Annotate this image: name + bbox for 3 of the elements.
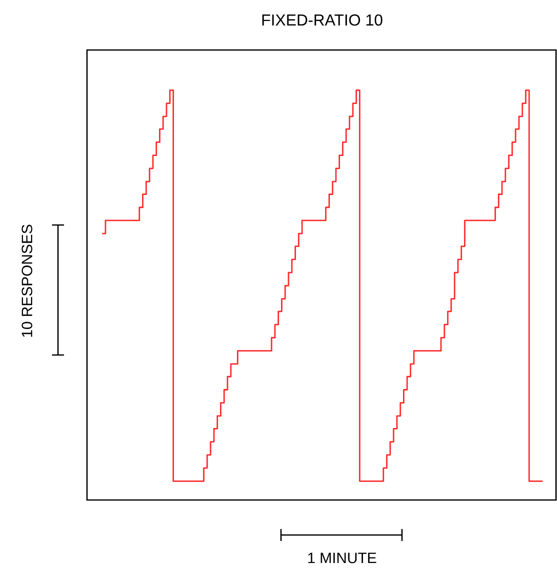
text: 1 MINUTE [308, 552, 376, 564]
text: 10 RESPONSES [22, 224, 32, 337]
chart-title: FIXED-RATIO 10 [262, 14, 382, 26]
